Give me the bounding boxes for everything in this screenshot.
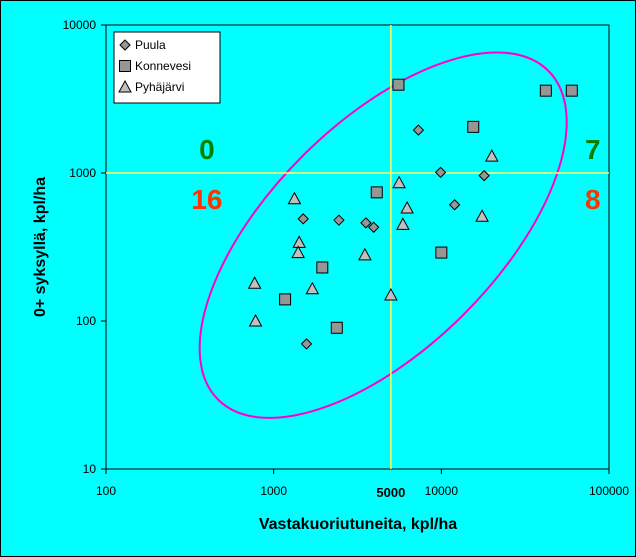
point-puula bbox=[412, 124, 425, 136]
quadrant-count-lower-right: 8 bbox=[585, 184, 601, 215]
point-puula bbox=[297, 213, 309, 225]
y-tick-label: 1000 bbox=[69, 166, 96, 180]
point-puula bbox=[300, 338, 313, 350]
point-pyhajarvi bbox=[305, 281, 320, 295]
point-pyhajarvi bbox=[248, 313, 263, 327]
point-puula bbox=[360, 217, 372, 229]
legend: Puula Konnevesi Pyhäjärvi bbox=[113, 31, 221, 104]
x-tick-label: 100 bbox=[96, 484, 116, 498]
point-pyhajarvi bbox=[292, 235, 307, 248]
x-tick-label: 10000 bbox=[425, 484, 459, 498]
point-puula bbox=[448, 199, 461, 211]
point-puula bbox=[434, 166, 447, 179]
point-konnevesi bbox=[435, 246, 448, 259]
point-pyhajarvi bbox=[396, 217, 410, 230]
x-axis-title: Vastakuoriutuneita, kpl/ha bbox=[259, 516, 457, 533]
legend-marker-puula bbox=[119, 39, 131, 51]
point-pyhajarvi bbox=[358, 247, 372, 261]
legend-marker-pyhajarvi bbox=[118, 79, 132, 93]
x-tick-label: 100000 bbox=[589, 484, 629, 498]
y-tick-label: 100 bbox=[76, 314, 96, 328]
plot-area bbox=[105, 24, 610, 470]
point-pyhajarvi bbox=[384, 287, 398, 301]
y-tick-label: 10000 bbox=[63, 18, 97, 32]
point-konnevesi bbox=[370, 186, 383, 199]
legend-label-pyhajarvi: Pyhäjärvi bbox=[135, 80, 184, 94]
point-pyhajarvi bbox=[247, 276, 262, 289]
y-axis-title: 0+ syksyllä, kpl/ha bbox=[32, 177, 49, 317]
point-konnevesi bbox=[467, 120, 480, 133]
point-konnevesi bbox=[316, 261, 329, 274]
point-konnevesi bbox=[279, 293, 292, 306]
y-tick-label: 10 bbox=[83, 462, 97, 476]
point-pyhajarvi bbox=[291, 245, 306, 259]
point-konnevesi bbox=[392, 78, 405, 91]
point-pyhajarvi bbox=[400, 200, 414, 214]
point-puula bbox=[333, 214, 345, 226]
point-pyhajarvi bbox=[392, 175, 406, 189]
point-konnevesi bbox=[539, 84, 552, 97]
quadrant-count-upper-left: 0 bbox=[199, 134, 215, 165]
quadrant-count-upper-right: 7 bbox=[585, 134, 601, 165]
point-pyhajarvi bbox=[475, 209, 489, 222]
point-puula bbox=[367, 221, 380, 233]
point-pyhajarvi bbox=[287, 191, 302, 205]
point-konnevesi bbox=[565, 84, 578, 97]
legend-marker-konnevesi bbox=[119, 60, 131, 72]
grouping-ellipse bbox=[198, 51, 568, 419]
quadrant-count-lower-left: 16 bbox=[191, 184, 222, 215]
point-puula bbox=[478, 169, 490, 182]
point-pyhajarvi bbox=[484, 149, 499, 162]
x-tick-label: 1000 bbox=[260, 484, 287, 498]
legend-label-puula: Puula bbox=[135, 38, 166, 52]
point-konnevesi bbox=[330, 321, 343, 334]
legend-label-konnevesi: Konnevesi bbox=[135, 59, 191, 73]
legend-box bbox=[113, 31, 221, 104]
x-extra-tick-label: 5000 bbox=[376, 485, 405, 500]
